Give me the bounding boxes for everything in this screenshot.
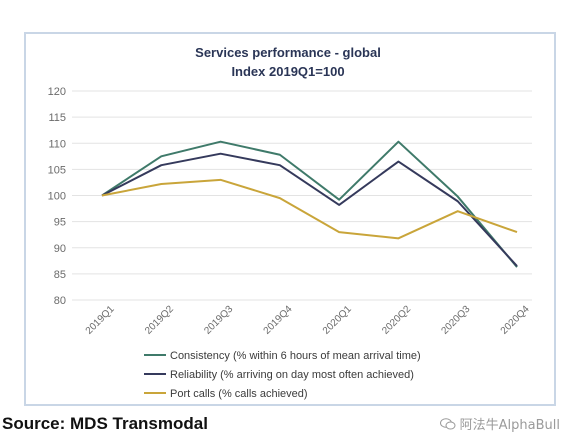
y-tick-label: 80 <box>54 295 66 307</box>
x-axis-ticks: 2019Q1 2019Q2 2019Q3 2019Q4 2020Q1 2020Q2 2020… <box>84 303 532 336</box>
y-tick-label: 110 <box>48 138 66 150</box>
y-axis-ticks: 80 85 90 95 100 105 110 115 120 <box>48 86 66 307</box>
x-tick-label: 2020Q1 <box>321 303 354 336</box>
x-tick-label: 2019Q2 <box>143 303 176 336</box>
series-line-2 <box>101 178 518 240</box>
chart-title: Services performance - global <box>195 45 381 60</box>
y-tick-label: 100 <box>48 191 66 203</box>
x-tick-label: 2019Q4 <box>262 303 295 336</box>
line-chart: Services performance - global Index 2019… <box>48 45 532 400</box>
x-tick-label: 2020Q2 <box>380 303 413 336</box>
legend-entry: Consistency (% within 6 hours of mean ar… <box>170 350 421 362</box>
y-tick-label: 95 <box>54 217 66 229</box>
series-line-0 <box>101 140 518 268</box>
y-tick-label: 105 <box>48 164 66 176</box>
y-tick-label: 90 <box>54 243 66 255</box>
watermark: 阿法牛AlphaBull <box>439 414 560 433</box>
series-line-1 <box>101 152 518 267</box>
y-tick-label: 115 <box>48 112 66 124</box>
legend: Consistency (% within 6 hours of mean ar… <box>144 350 421 400</box>
wechat-icon <box>439 417 456 430</box>
chart-subtitle: Index 2019Q1=100 <box>231 64 344 79</box>
y-tick-label: 85 <box>54 269 66 281</box>
series-lines <box>101 140 518 268</box>
grid <box>72 90 532 301</box>
source-caption: Source: MDS Transmodal <box>2 414 208 433</box>
x-tick-label: 2019Q1 <box>84 303 117 336</box>
chart-frame: Services performance - global Index 2019… <box>24 32 556 406</box>
legend-entry: Port calls (% calls achieved) <box>170 388 308 400</box>
x-tick-label: 2020Q4 <box>499 303 532 336</box>
y-tick-label: 120 <box>48 86 66 98</box>
x-tick-label: 2019Q3 <box>202 303 235 336</box>
x-tick-label: 2020Q3 <box>439 303 472 336</box>
legend-entry: Reliability (% arriving on day most ofte… <box>170 369 414 381</box>
watermark-text: 阿法牛AlphaBull <box>459 418 560 433</box>
